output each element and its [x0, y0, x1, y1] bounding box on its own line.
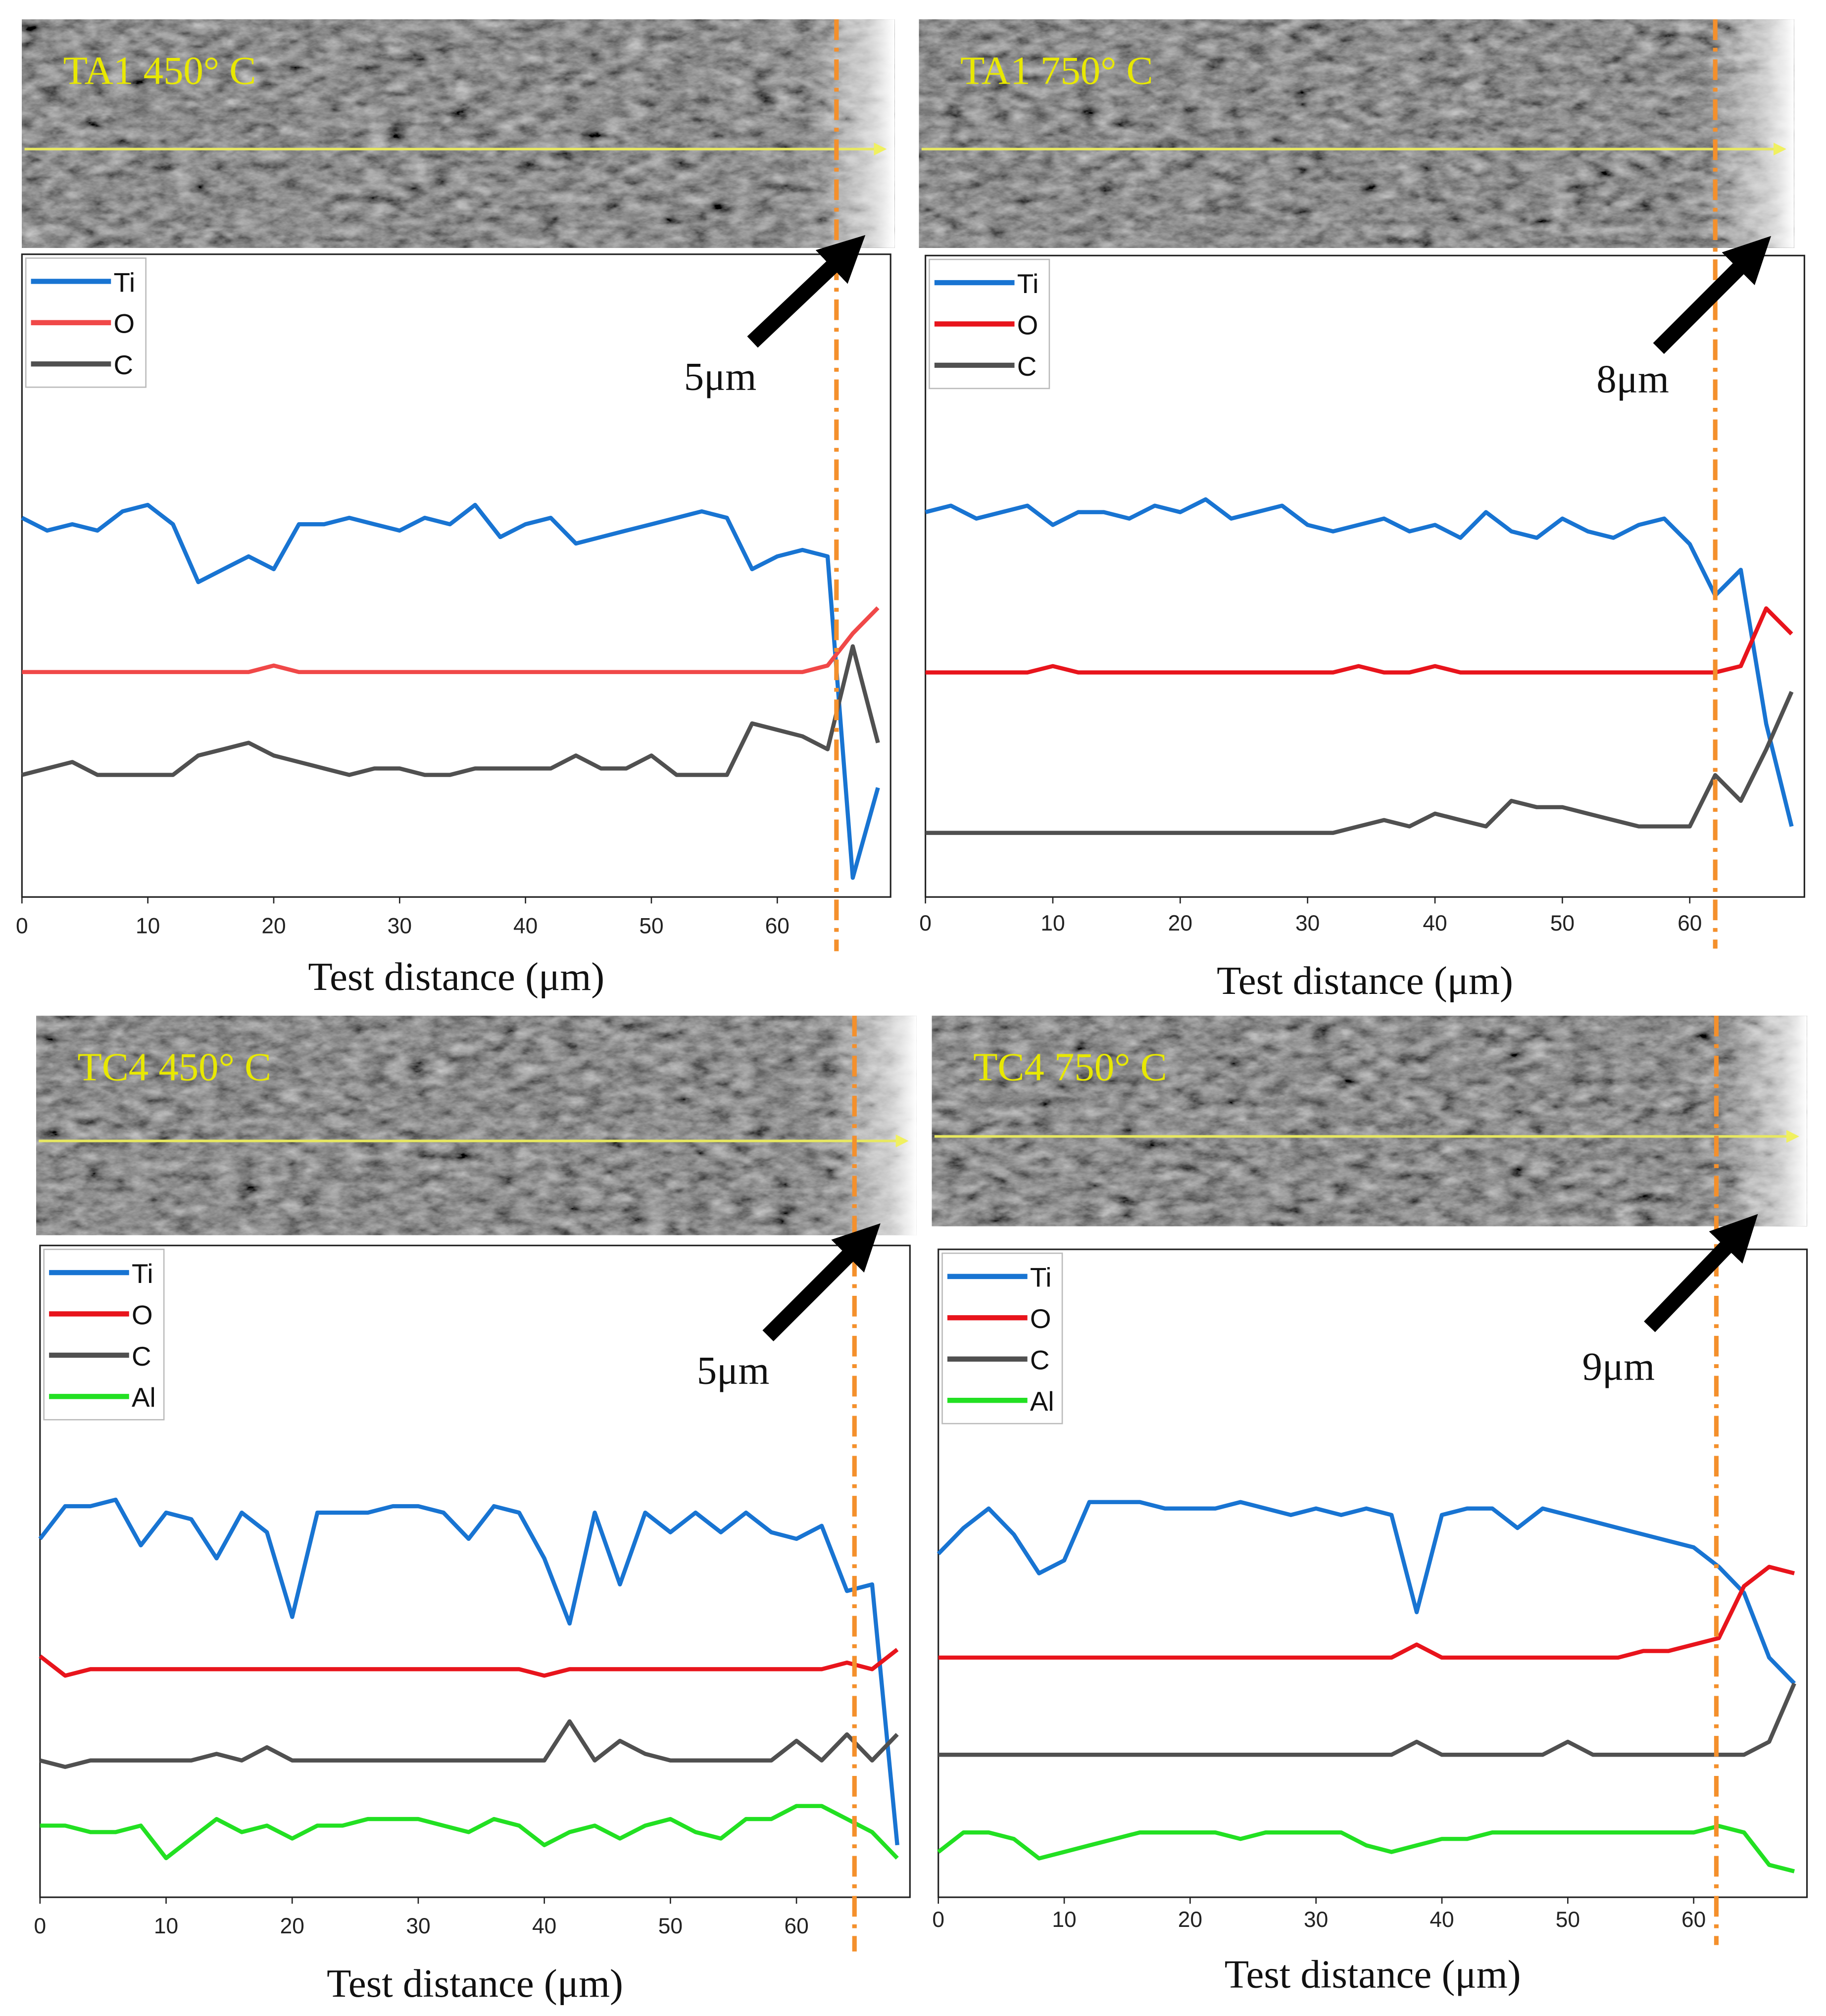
image-title: TC4 750° C	[973, 1045, 1167, 1089]
legend-label: Ti	[1030, 1262, 1052, 1293]
legend-box	[43, 1248, 165, 1421]
x-tick-label: 20	[280, 1914, 304, 1938]
annotation: 5μm	[684, 354, 757, 398]
x-tick-label: 30	[1295, 911, 1320, 935]
series-line	[925, 690, 1794, 835]
x-tick-label: 30	[388, 914, 412, 938]
x-tick-label: 50	[1550, 911, 1575, 935]
x-axis-label: Test distance (μm)	[1217, 959, 1513, 1003]
series-line	[21, 644, 880, 777]
series-line	[39, 1719, 899, 1769]
plot-frame	[21, 253, 891, 898]
pointer-arrow	[1644, 1214, 1758, 1332]
pointer-arrow	[747, 235, 866, 348]
annotation: 5μm	[697, 1348, 770, 1392]
plot-frame	[39, 1244, 911, 1898]
legend-label: O	[113, 308, 135, 339]
x-tick-label: 60	[1681, 1908, 1706, 1932]
legend-label: Ti	[113, 267, 135, 297]
image-title: TA1 450° C	[63, 49, 256, 93]
x-tick-label: 40	[1430, 1908, 1454, 1932]
series-line	[40, 1804, 899, 1861]
series-line	[38, 1497, 899, 1846]
legend-label: C	[132, 1341, 151, 1372]
x-tick-label: 10	[136, 914, 160, 938]
legend-label: Ti	[1017, 268, 1039, 299]
x-tick-label: 0	[932, 1908, 944, 1932]
x-axis-label: Test distance (μm)	[308, 955, 604, 999]
plot-frame	[925, 254, 1805, 898]
image-title: TC4 450° C	[77, 1045, 271, 1089]
x-tick-label: 30	[406, 1914, 430, 1938]
x-tick-label: 60	[765, 914, 790, 938]
x-tick-label: 30	[1304, 1908, 1328, 1932]
x-tick-label: 20	[261, 914, 286, 938]
x-tick-label: 10	[1052, 1908, 1076, 1932]
pointer-arrow	[1653, 236, 1772, 354]
legend-label: O	[1017, 309, 1038, 340]
legend-label: C	[1030, 1345, 1050, 1376]
series-line	[39, 1648, 899, 1678]
annotation: 9μm	[1582, 1344, 1655, 1388]
annotation: 8μm	[1596, 357, 1669, 401]
legend-label: Al	[132, 1382, 156, 1413]
legend-label: C	[1017, 351, 1037, 382]
sem-edge	[932, 1016, 1807, 1227]
x-tick-label: 0	[34, 1914, 47, 1938]
x-tick-label: 40	[532, 1914, 556, 1938]
sem-edge	[919, 19, 1794, 248]
x-tick-label: 10	[1040, 911, 1065, 935]
x-tick-label: 20	[1178, 1908, 1202, 1932]
series-line	[925, 606, 1793, 675]
legend-label: C	[113, 349, 133, 380]
series-line	[937, 1500, 1796, 1685]
sem-edge	[36, 1016, 917, 1235]
legend-box	[941, 1252, 1063, 1425]
series-line	[22, 606, 880, 674]
series-line	[925, 497, 1794, 827]
series-line	[938, 1682, 1796, 1757]
x-tick-label: 50	[639, 914, 663, 938]
pointer-arrow	[762, 1223, 881, 1341]
x-tick-label: 50	[1556, 1908, 1580, 1932]
x-tick-label: 40	[1423, 911, 1447, 935]
legend-label: O	[132, 1299, 153, 1330]
x-tick-label: 60	[784, 1914, 808, 1938]
legend-label: Ti	[132, 1258, 153, 1289]
image-title: TA1 750° C	[960, 49, 1153, 93]
sem-edge	[22, 19, 895, 248]
series-line	[938, 1565, 1795, 1660]
legend-label: Al	[1030, 1386, 1054, 1417]
x-tick-label: 0	[919, 911, 932, 935]
x-tick-label: 60	[1678, 911, 1702, 935]
x-tick-label: 10	[154, 1914, 178, 1938]
plot-frame	[938, 1248, 1808, 1898]
x-axis-label: Test distance (μm)	[327, 1962, 623, 2006]
legend-label: O	[1030, 1303, 1051, 1334]
series-line	[937, 1823, 1795, 1873]
series-line	[21, 502, 880, 880]
x-axis-label: Test distance (μm)	[1225, 1953, 1521, 1997]
x-tick-label: 20	[1168, 911, 1192, 935]
x-tick-label: 0	[16, 914, 28, 938]
x-tick-label: 50	[658, 1914, 683, 1938]
x-tick-label: 40	[513, 914, 538, 938]
